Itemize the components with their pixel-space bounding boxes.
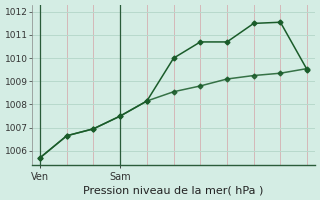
X-axis label: Pression niveau de la mer( hPa ): Pression niveau de la mer( hPa ) [84,185,264,195]
